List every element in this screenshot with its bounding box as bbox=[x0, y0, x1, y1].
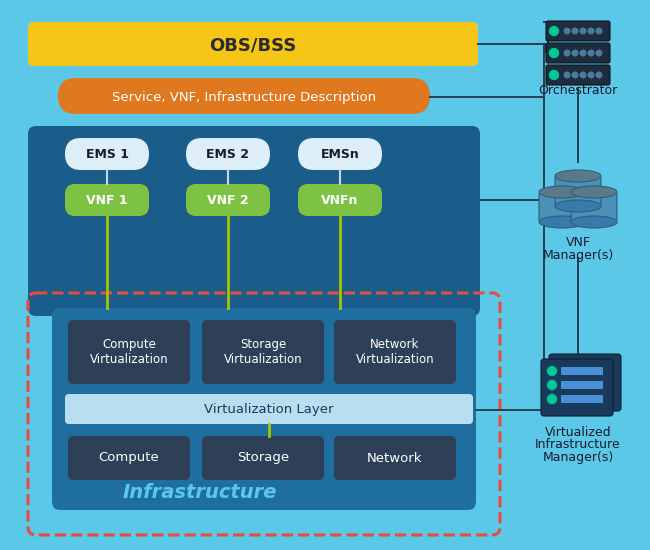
Text: Manager(s): Manager(s) bbox=[542, 452, 614, 465]
Circle shape bbox=[547, 381, 556, 389]
FancyBboxPatch shape bbox=[539, 192, 585, 222]
Circle shape bbox=[596, 72, 602, 78]
Circle shape bbox=[564, 72, 570, 78]
FancyBboxPatch shape bbox=[186, 138, 270, 170]
FancyBboxPatch shape bbox=[561, 367, 603, 375]
Ellipse shape bbox=[571, 216, 617, 228]
Ellipse shape bbox=[555, 200, 601, 212]
FancyBboxPatch shape bbox=[298, 184, 382, 216]
Text: OBS/BSS: OBS/BSS bbox=[209, 36, 296, 54]
Text: Infrastructure: Infrastructure bbox=[535, 438, 621, 452]
FancyBboxPatch shape bbox=[555, 176, 601, 206]
Circle shape bbox=[572, 50, 578, 56]
Text: Service, VNF, Infrastructure Description: Service, VNF, Infrastructure Description bbox=[112, 91, 376, 103]
Ellipse shape bbox=[571, 186, 617, 198]
FancyBboxPatch shape bbox=[186, 184, 270, 216]
Text: Network: Network bbox=[367, 452, 422, 465]
Text: Storage: Storage bbox=[237, 452, 289, 465]
Circle shape bbox=[564, 28, 570, 34]
FancyBboxPatch shape bbox=[546, 43, 610, 63]
Text: EMS 2: EMS 2 bbox=[207, 148, 250, 162]
FancyBboxPatch shape bbox=[546, 21, 610, 41]
Circle shape bbox=[580, 50, 586, 56]
Circle shape bbox=[572, 28, 578, 34]
Text: VNF: VNF bbox=[566, 235, 590, 249]
FancyBboxPatch shape bbox=[52, 308, 476, 510]
FancyBboxPatch shape bbox=[65, 394, 473, 424]
FancyBboxPatch shape bbox=[541, 359, 613, 416]
Text: Virtualization Layer: Virtualization Layer bbox=[204, 403, 333, 415]
FancyBboxPatch shape bbox=[65, 184, 149, 216]
Text: Compute
Virtualization: Compute Virtualization bbox=[90, 338, 168, 366]
FancyBboxPatch shape bbox=[68, 320, 190, 384]
FancyBboxPatch shape bbox=[28, 126, 480, 316]
Ellipse shape bbox=[539, 186, 585, 198]
Text: Storage
Virtualization: Storage Virtualization bbox=[224, 338, 302, 366]
Text: VNF 2: VNF 2 bbox=[207, 195, 249, 207]
FancyBboxPatch shape bbox=[298, 138, 382, 170]
Circle shape bbox=[547, 366, 556, 376]
Circle shape bbox=[580, 28, 586, 34]
FancyBboxPatch shape bbox=[202, 436, 324, 480]
FancyBboxPatch shape bbox=[202, 320, 324, 384]
Text: Manager(s): Manager(s) bbox=[542, 249, 614, 261]
FancyBboxPatch shape bbox=[546, 65, 610, 85]
FancyBboxPatch shape bbox=[334, 320, 456, 384]
Text: EMSn: EMSn bbox=[320, 148, 359, 162]
FancyBboxPatch shape bbox=[28, 22, 478, 66]
FancyBboxPatch shape bbox=[334, 436, 456, 480]
Circle shape bbox=[588, 50, 594, 56]
FancyBboxPatch shape bbox=[58, 78, 430, 114]
Text: Infrastructure: Infrastructure bbox=[123, 482, 278, 502]
FancyBboxPatch shape bbox=[571, 192, 617, 222]
Circle shape bbox=[547, 394, 556, 404]
Circle shape bbox=[572, 72, 578, 78]
Circle shape bbox=[549, 48, 558, 58]
Circle shape bbox=[564, 50, 570, 56]
Circle shape bbox=[580, 72, 586, 78]
Text: Network
Virtualization: Network Virtualization bbox=[356, 338, 434, 366]
Text: Compute: Compute bbox=[99, 452, 159, 465]
FancyBboxPatch shape bbox=[68, 436, 190, 480]
Text: Orchestrator: Orchestrator bbox=[538, 84, 617, 96]
FancyBboxPatch shape bbox=[561, 395, 603, 403]
Circle shape bbox=[549, 70, 558, 80]
Text: VNF 1: VNF 1 bbox=[86, 195, 128, 207]
Text: VNFn: VNFn bbox=[321, 195, 359, 207]
Circle shape bbox=[596, 28, 602, 34]
Circle shape bbox=[588, 72, 594, 78]
FancyBboxPatch shape bbox=[65, 138, 149, 170]
Ellipse shape bbox=[539, 216, 585, 228]
Circle shape bbox=[549, 26, 558, 36]
Text: Virtualized: Virtualized bbox=[545, 426, 611, 438]
Circle shape bbox=[588, 28, 594, 34]
FancyBboxPatch shape bbox=[561, 381, 603, 389]
Circle shape bbox=[596, 50, 602, 56]
Text: EMS 1: EMS 1 bbox=[86, 148, 129, 162]
Ellipse shape bbox=[555, 170, 601, 182]
FancyBboxPatch shape bbox=[549, 354, 621, 411]
